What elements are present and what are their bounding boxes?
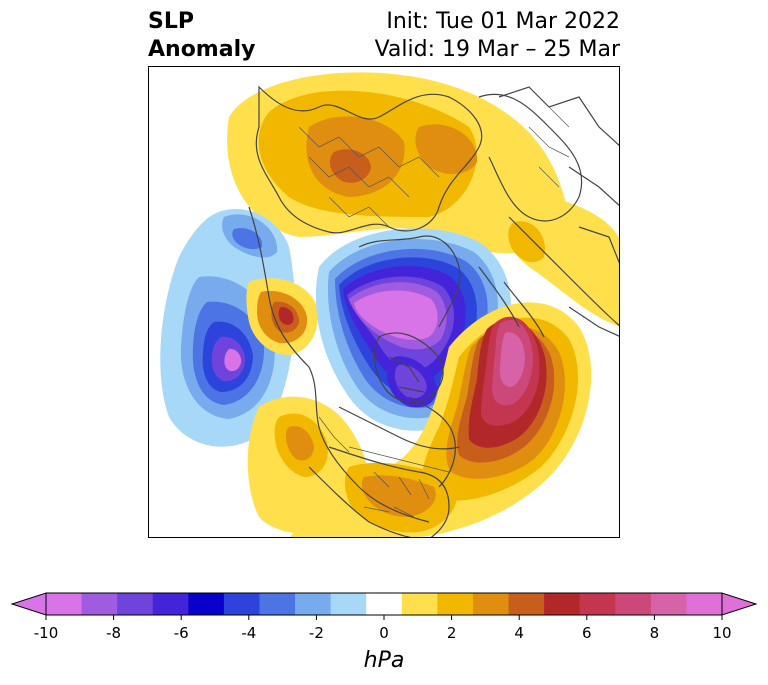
colorbar-segment: [650, 593, 687, 615]
colorbar-segment: [117, 593, 154, 615]
arctic-low-anomaly: [315, 228, 511, 431]
colorbar-segment: [615, 593, 652, 615]
colorbar-tick-label: 6: [582, 624, 592, 642]
colorbar-segment: [152, 593, 189, 615]
colorbar-unit: hPa: [364, 648, 405, 673]
forecast-dates: Init: Tue 01 Mar 2022 Valid: 19 Mar – 25…: [375, 8, 620, 64]
colorbar-segment: [686, 593, 723, 615]
political-borders: [298, 106, 570, 518]
colorbar-segment: [259, 593, 296, 615]
colorbar-segment: [81, 593, 118, 615]
colorbar-segment: [46, 593, 83, 615]
map-canvas: [160, 72, 619, 537]
coastlines: [248, 85, 619, 537]
colorbar-segment: [188, 593, 225, 615]
north-atlantic-high-anomaly: [290, 302, 592, 537]
colorbar-tick-label: -10: [34, 624, 59, 642]
colorbar-ticks: -10 -8 -6 -4 -2 0 2 4 6 8 10: [34, 615, 732, 642]
colorbar-segment: [437, 593, 474, 615]
colorbar-extend-min: [10, 592, 47, 616]
slp-anomaly-map: [148, 66, 620, 538]
colorbar-tick-label: -4: [241, 624, 256, 642]
colorbar-tick-label: 4: [514, 624, 524, 642]
colorbar-segment: [223, 593, 260, 615]
variable-label: SLP: [148, 9, 194, 34]
init-date: Init: Tue 01 Mar 2022: [386, 9, 620, 34]
colorbar-tick-label: 10: [712, 624, 731, 642]
colorbar-segment: [579, 593, 616, 615]
colorbar-segment: [295, 593, 332, 615]
colorbar-tick-label: 8: [650, 624, 660, 642]
colorbar-tick-label: -2: [309, 624, 324, 642]
colorbar-tick-label: 0: [379, 624, 389, 642]
north-america-high-anomaly: [247, 396, 458, 534]
colorbar-tick-label: -6: [174, 624, 189, 642]
colorbar-segment: [330, 593, 367, 615]
map-title: SLP Anomaly: [148, 8, 255, 64]
colorbar: -10 -8 -6 -4 -2 0 2 4 6 8 10 hPa: [10, 592, 758, 673]
colorbar-segments: [10, 592, 758, 616]
colorbar-segment: [508, 593, 545, 615]
colorbar-tick-label: 2: [447, 624, 457, 642]
colorbar-extend-max: [721, 592, 758, 616]
colorbar-segment: [544, 593, 581, 615]
colorbar-segment: [472, 593, 510, 615]
anomaly-label: Anomaly: [148, 37, 256, 62]
colorbar-segment: [401, 593, 438, 615]
colorbar-tick-label: -8: [106, 624, 121, 642]
colorbar-segment: [366, 593, 403, 615]
eurasia-high-anomaly: [227, 72, 619, 327]
alaska-high-anomaly: [246, 278, 318, 355]
valid-range: Valid: 19 Mar – 25 Mar: [374, 37, 620, 62]
